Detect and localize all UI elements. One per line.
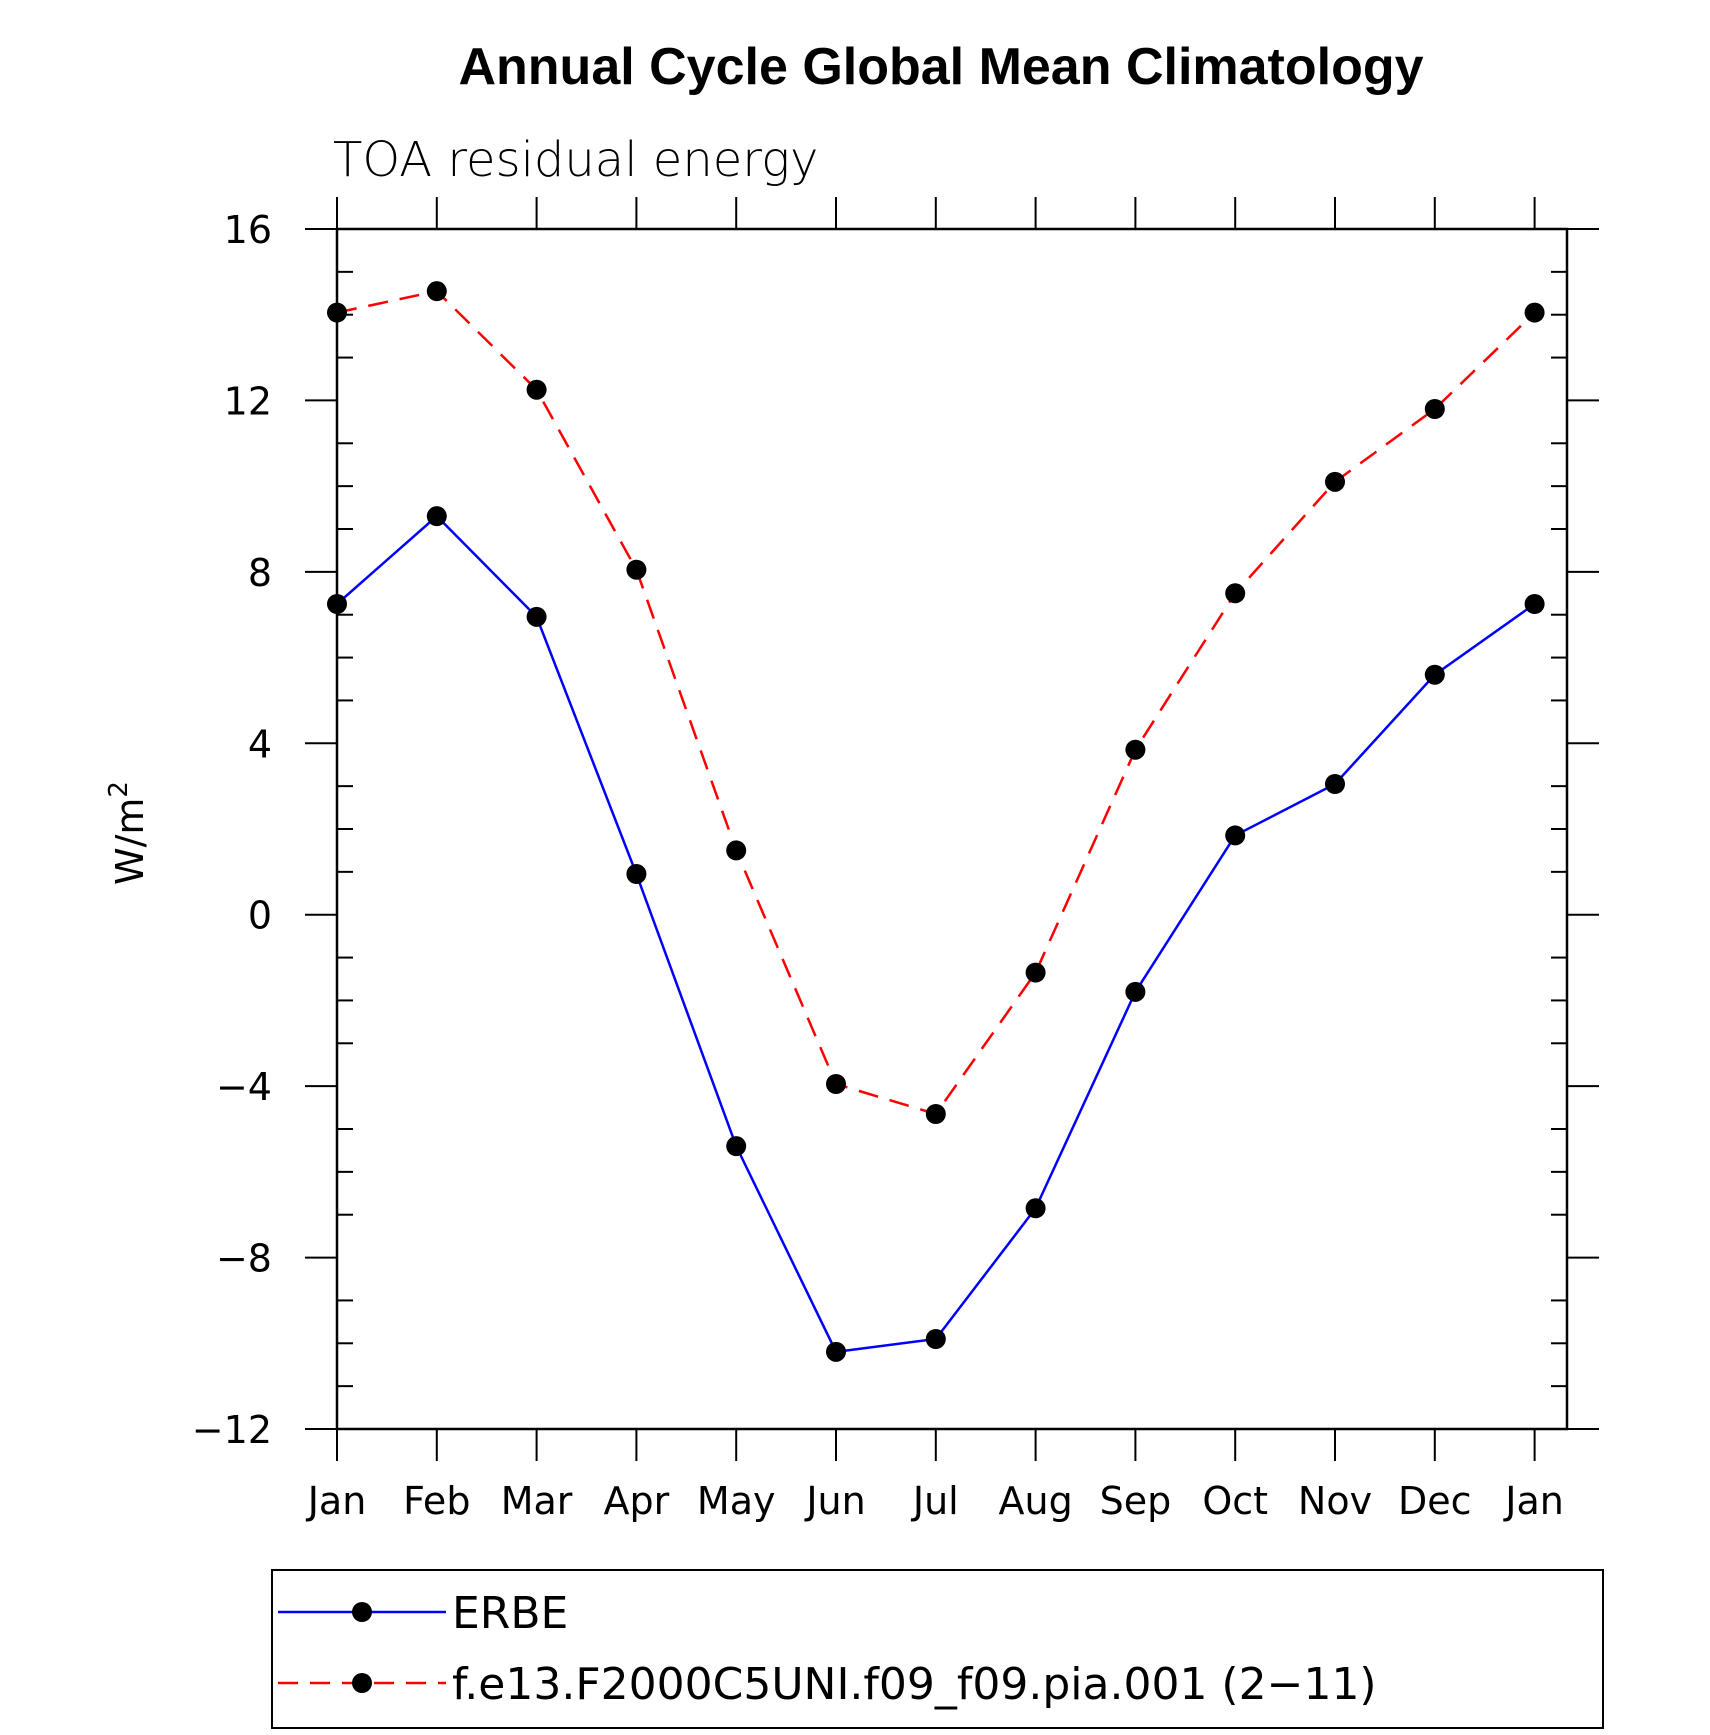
x-axis: Jan Feb Mar Apr May Jun Jul Aug Sep Oct Nov Dec Jan <box>306 197 1564 1523</box>
x-tick-label: Jul <box>911 1479 959 1523</box>
data-point <box>626 864 647 884</box>
y-tick-label: −4 <box>216 1065 272 1109</box>
legend-label: ERBE <box>452 1588 568 1639</box>
chart-subtitle: TOA residual energy <box>333 132 818 188</box>
plot-border <box>335 227 1569 1431</box>
legend: ERBE f.e13.F2000C5UNI.f09_f09.pia.001 (2−… <box>271 1569 1604 1729</box>
y-tick-label: 16 <box>224 208 272 252</box>
y-tick-label: −8 <box>216 1237 272 1281</box>
data-point <box>1524 594 1545 614</box>
y-tick-label: 0 <box>248 894 272 938</box>
y-tick-label: −12 <box>192 1408 272 1452</box>
x-tick-label: Oct <box>1202 1479 1268 1523</box>
y-axis-label: W/m2 <box>104 781 152 885</box>
x-tick-label: Mar <box>501 1479 573 1523</box>
plot-frame <box>335 227 1569 1431</box>
data-point <box>327 594 347 614</box>
legend-label: f.e13.F2000C5UNI.f09_f09.pia.001 (2−11) <box>452 1659 1377 1710</box>
data-point <box>925 1104 946 1124</box>
series-1 <box>327 506 1545 1362</box>
y-axis: 16 12 8 4 0 −4 −8 −12 <box>192 208 1599 1452</box>
x-tick-label: Nov <box>1298 1479 1372 1523</box>
legend-box <box>271 1569 1604 1729</box>
data-point <box>327 302 347 323</box>
data-point <box>1025 1198 1046 1219</box>
data-point <box>1424 664 1445 685</box>
data-point <box>1325 774 1345 794</box>
data-point <box>1524 302 1545 323</box>
data-point <box>826 1341 846 1362</box>
data-point <box>1424 399 1445 419</box>
y-axis-label-superscript: 2 <box>104 781 134 798</box>
data-point <box>1225 583 1246 604</box>
data-point <box>726 840 747 861</box>
data-point <box>1325 471 1345 492</box>
x-tick-label: Dec <box>1398 1479 1472 1523</box>
y-axis-label-unit: W/m <box>108 798 152 885</box>
x-tick-label: Aug <box>998 1479 1072 1523</box>
data-point <box>526 606 547 627</box>
data-point <box>826 1074 846 1094</box>
data-point <box>726 1136 747 1157</box>
data-point <box>925 1329 946 1349</box>
x-tick-label: Jan <box>1503 1479 1564 1523</box>
data-point <box>1025 962 1046 983</box>
y-tick-label: 12 <box>224 379 272 423</box>
data-point <box>526 379 547 400</box>
data-point <box>426 506 447 527</box>
x-tick-label: Feb <box>403 1479 470 1523</box>
x-tick-label: Jun <box>804 1479 865 1523</box>
x-tick-label: Sep <box>1100 1479 1172 1523</box>
legend-marker <box>352 1673 372 1693</box>
y-tick-label: 4 <box>248 722 272 766</box>
data-point <box>1125 981 1146 1002</box>
data-point <box>626 559 647 580</box>
legend-entries: ERBE f.e13.F2000C5UNI.f09_f09.pia.001 (2−… <box>278 1588 1377 1710</box>
series-layer <box>327 281 1545 1362</box>
x-tick-label: May <box>697 1479 776 1523</box>
x-tick-label: Jan <box>306 1479 367 1523</box>
x-tick-label: Apr <box>604 1479 670 1523</box>
series-line <box>336 289 1536 1116</box>
series-line <box>336 514 1536 1354</box>
legend-marker <box>352 1602 372 1622</box>
data-point <box>1225 825 1246 846</box>
data-point <box>426 281 447 302</box>
chart-title: Annual Cycle Global Mean Climatology <box>458 38 1423 96</box>
y-tick-label: 8 <box>248 551 272 595</box>
series-2 <box>327 281 1545 1124</box>
data-point <box>1125 739 1146 760</box>
